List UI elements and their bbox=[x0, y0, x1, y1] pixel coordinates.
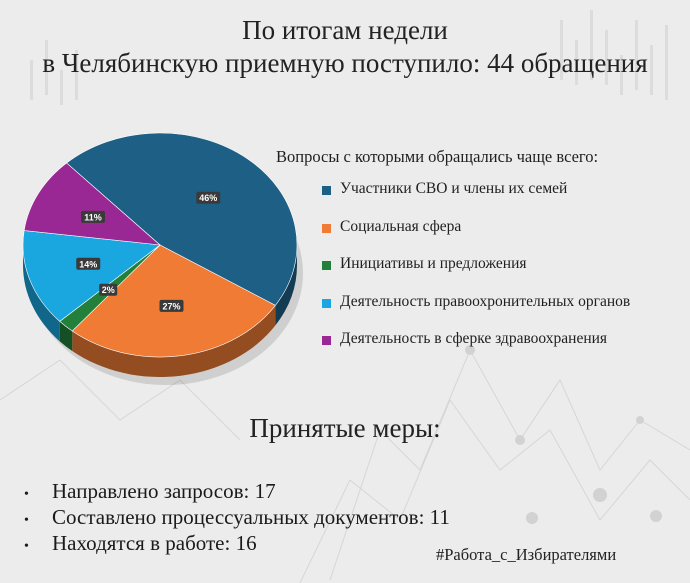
pie-slice-3 bbox=[22, 230, 161, 322]
data-label-2: 2% bbox=[99, 283, 118, 296]
data-label-box bbox=[99, 283, 118, 296]
bullet-icon: • bbox=[24, 539, 29, 554]
measure-text: Составлено процессуальных документов: 11 bbox=[52, 505, 450, 529]
measure-text: Направлено запросов: 17 bbox=[52, 479, 276, 503]
legend-item-social: Социальная сфера bbox=[322, 218, 630, 256]
hashtag: #Работа_с_Избирателями bbox=[436, 545, 617, 564]
legend-swatch bbox=[322, 186, 331, 195]
list-item: • Составлено процессуальных документов: … bbox=[24, 505, 450, 531]
pie-slice-side-3 bbox=[23, 245, 60, 342]
data-label-0: 46% bbox=[196, 191, 221, 204]
data-label-text: 14% bbox=[79, 259, 97, 269]
data-label-text: 11% bbox=[84, 212, 102, 222]
legend-title: Вопросы с которыми обращались чаще всего… bbox=[276, 147, 599, 166]
data-label-text: 46% bbox=[199, 193, 217, 203]
pie-slice-side-2 bbox=[59, 321, 73, 352]
data-label-3: 14% bbox=[76, 257, 101, 270]
pie-chart: 46% 27% 2% 14% 11% bbox=[22, 132, 303, 385]
data-label-1: 27% bbox=[159, 299, 184, 312]
data-label-text: 2% bbox=[102, 285, 115, 295]
data-label-box bbox=[159, 299, 184, 312]
measure-text: Находятся в работе: 16 bbox=[52, 531, 257, 555]
bullet-icon: • bbox=[24, 487, 29, 502]
legend-label: Инициативы и предложения bbox=[340, 255, 527, 272]
list-item: • Находятся в работе: 16 bbox=[24, 531, 450, 557]
legend-item-initiatives: Инициативы и предложения bbox=[322, 255, 630, 293]
page-title-line-1: По итогам недели bbox=[242, 15, 448, 45]
legend-label: Деятельность правоохронительных органов bbox=[340, 292, 631, 310]
legend-item-healthcare: Деятельность в сферке здравоохранения bbox=[322, 330, 630, 368]
page-title-line-2: в Челябинскую приемную поступило: 44 обр… bbox=[42, 48, 648, 78]
measures-list: • Направлено запросов: 17 • Составлено п… bbox=[24, 479, 450, 557]
legend-label: Социальная сфера bbox=[340, 217, 462, 235]
chart-legend: Участники СВО и члены их семей Социальна… bbox=[322, 180, 630, 368]
pie-slice-side-0 bbox=[275, 245, 297, 326]
legend-swatch bbox=[322, 298, 331, 308]
data-label-box bbox=[196, 191, 221, 204]
legend-label: Участники СВО и члены их семей bbox=[340, 180, 568, 197]
legend-swatch bbox=[322, 336, 331, 345]
legend-item-law-enforcement: Деятельность правоохронительных органов bbox=[322, 293, 630, 331]
legend-item-svo: Участники СВО и члены их семей bbox=[322, 180, 630, 218]
data-label-box bbox=[76, 257, 101, 270]
data-label-text: 27% bbox=[162, 301, 180, 311]
measures-title: Принятые меры: bbox=[249, 413, 441, 443]
legend-swatch bbox=[322, 261, 331, 270]
bullet-icon: • bbox=[24, 513, 29, 528]
data-label-box bbox=[80, 210, 105, 223]
data-label-4: 11% bbox=[80, 210, 105, 223]
legend-label: Деятельность в сферке здравоохранения bbox=[340, 330, 608, 347]
pie-slice-0 bbox=[66, 132, 298, 306]
list-item: • Направлено запросов: 17 bbox=[24, 479, 450, 505]
pie-slice-side-1 bbox=[72, 305, 276, 377]
pie-slice-4 bbox=[23, 162, 161, 246]
legend-swatch bbox=[322, 223, 331, 233]
